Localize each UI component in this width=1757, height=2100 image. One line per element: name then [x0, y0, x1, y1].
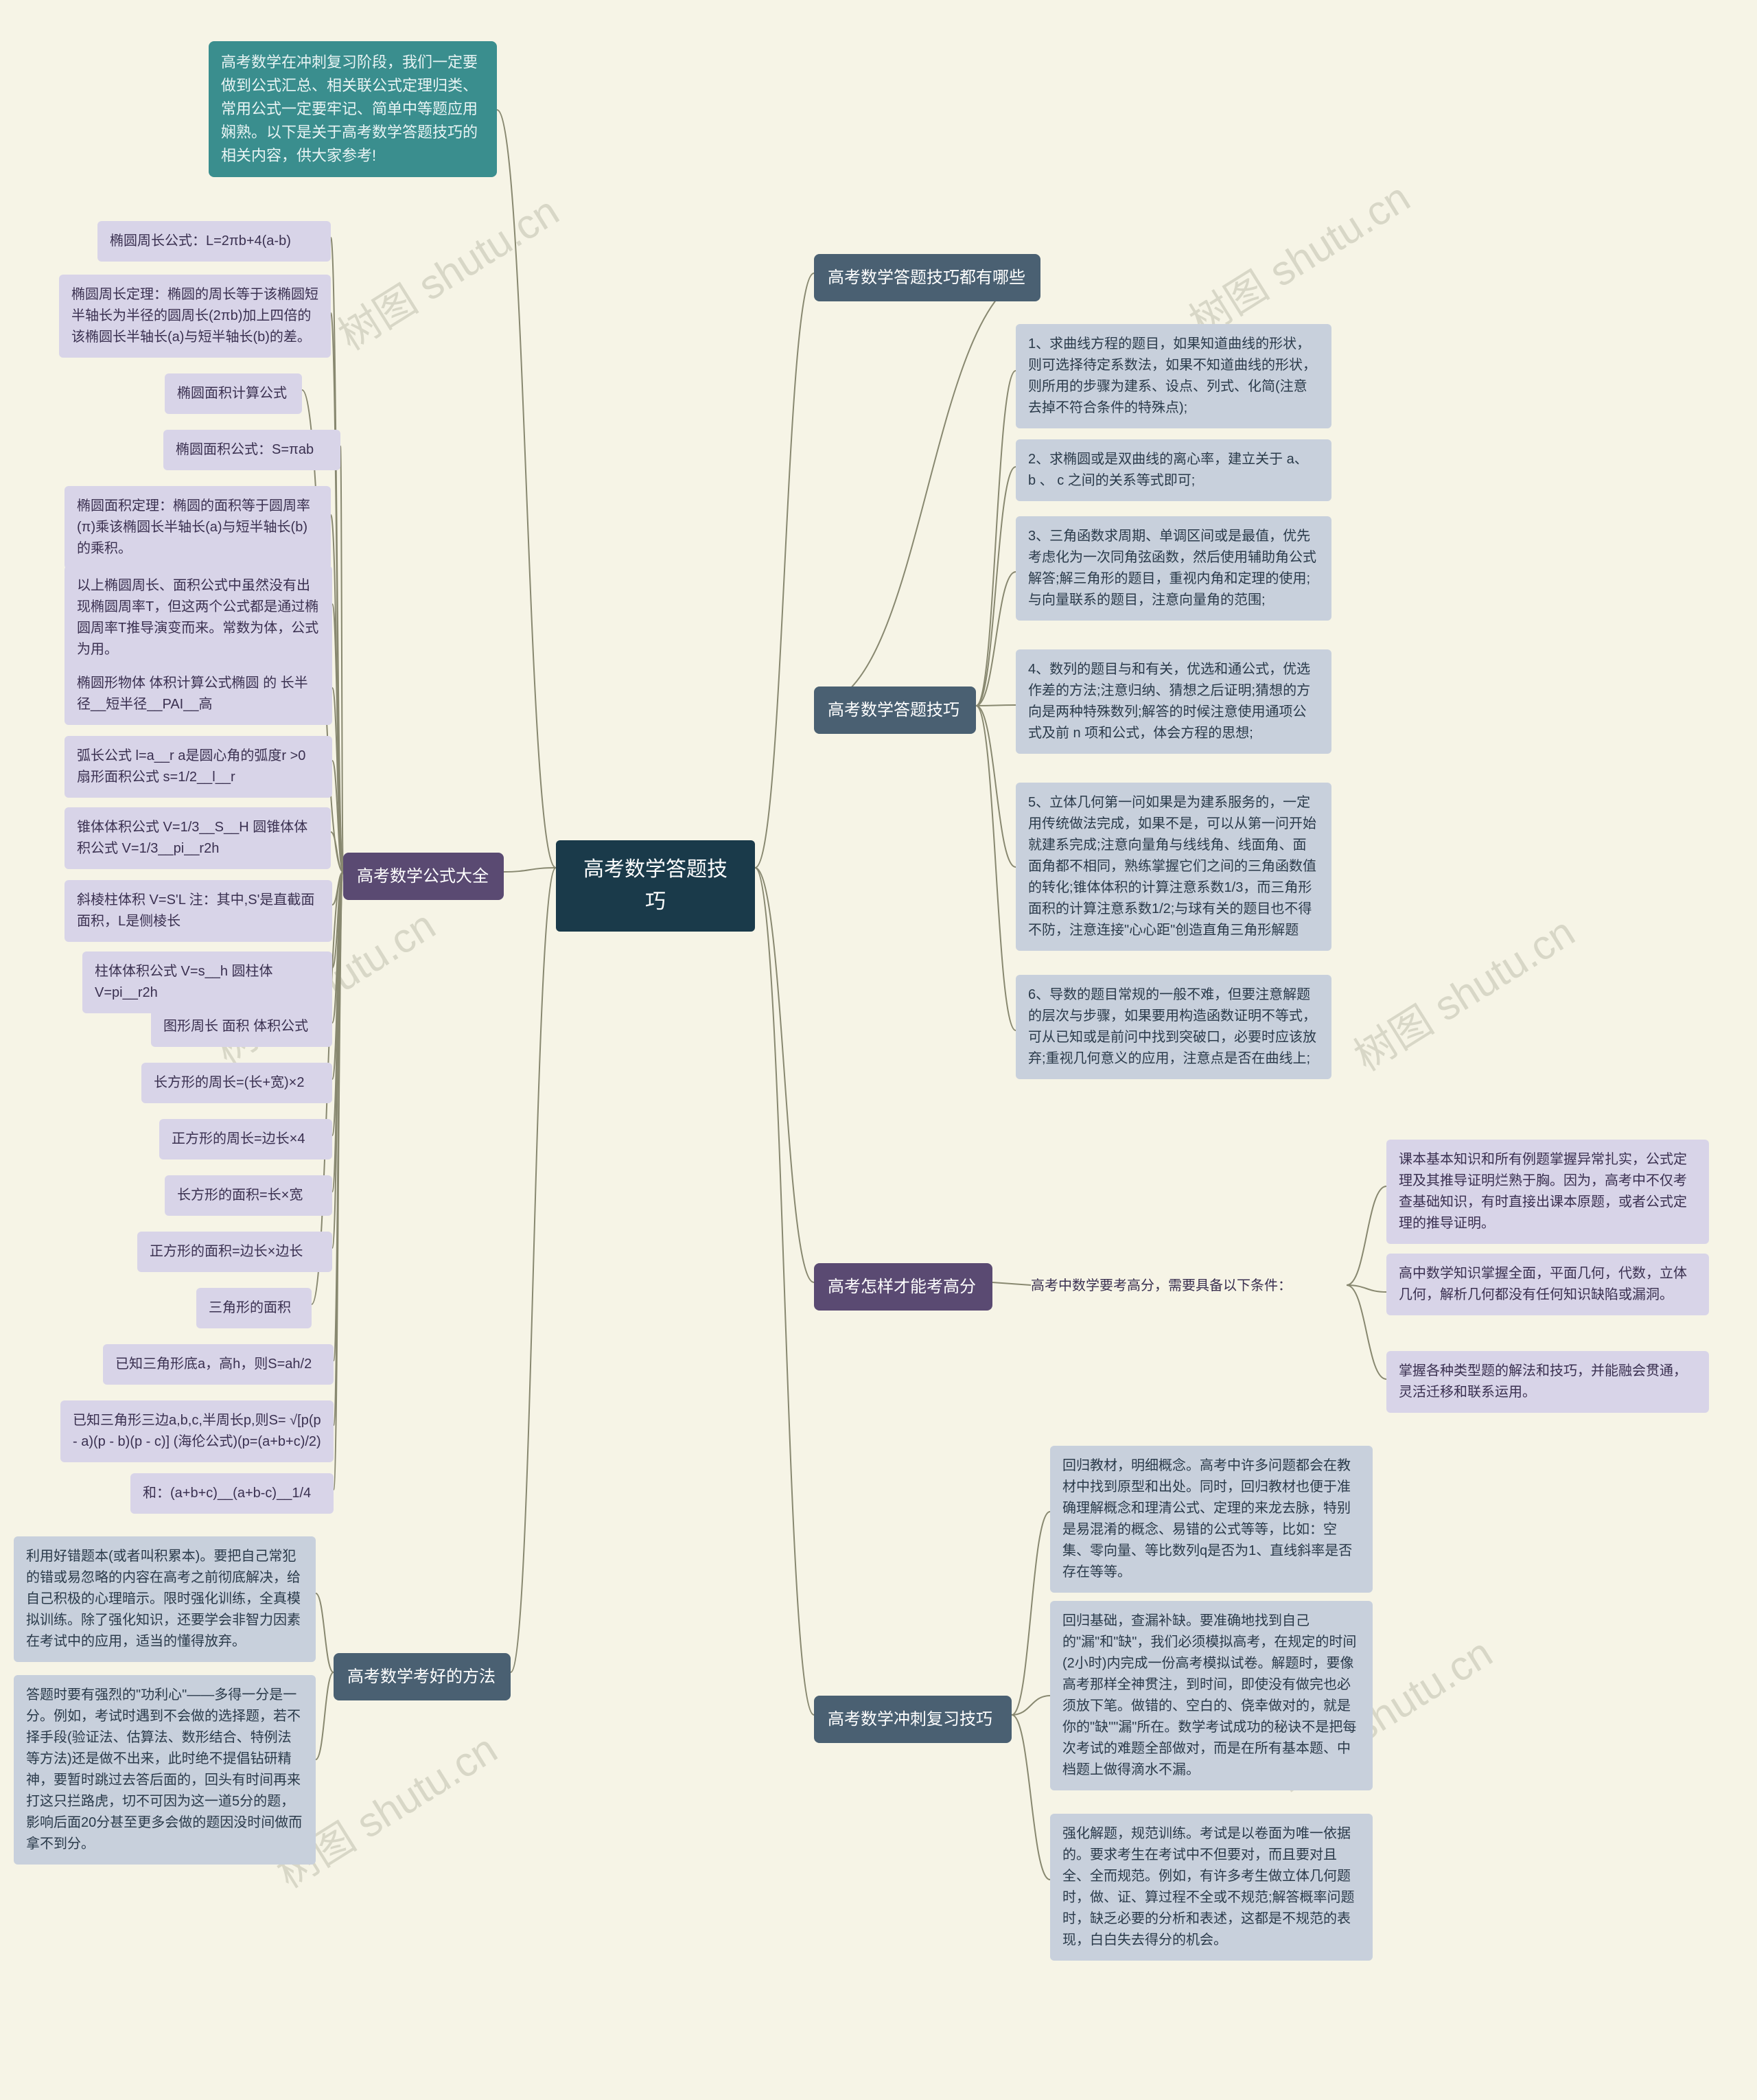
node-tips: 高考数学答题技巧都有哪些	[814, 254, 1040, 301]
node-leaf: 锥体体积公式 V=1/3__S__H 圆锥体体积公式 V=1/3__pi__r2…	[65, 807, 331, 869]
node-leaf: 斜棱柱体积 V=S'L 注：其中,S'是直截面面积，L是侧棱长	[65, 880, 332, 942]
node-tips-sub: 高考数学答题技巧	[814, 686, 976, 734]
node-highscore: 高考怎样才能考高分	[814, 1263, 992, 1311]
node-leaf: 已知三角形底a，高h，则S=ah/2	[103, 1344, 334, 1385]
node-formulas: 高考数学公式大全	[343, 853, 504, 900]
node-leaf: 已知三角形三边a,b,c,半周长p,则S= √[p(p - a)(p - b)(…	[60, 1400, 334, 1462]
node-leaf: 1、求曲线方程的题目，如果知道曲线的形状，则可选择待定系数法，如果不知道曲线的形…	[1016, 324, 1331, 428]
node-leaf: 3、三角函数求周期、单调区间或是最值，优先考虑化为一次同角弦函数，然后使用辅助角…	[1016, 516, 1331, 621]
node-leaf: 课本基本知识和所有例题掌握异常扎实，公式定理及其推导证明烂熟于胸。因为，高考中不…	[1386, 1140, 1709, 1244]
node-leaf: 正方形的周长=边长×4	[159, 1119, 332, 1159]
node-leaf: 三角形的面积	[196, 1288, 312, 1328]
node-leaf: 图形周长 面积 体积公式	[151, 1006, 332, 1047]
node-leaf: 椭圆周长定理：椭圆的周长等于该椭圆短半轴长为半径的圆周长(2πb)加上四倍的该椭…	[59, 275, 331, 358]
node-leaf: 强化解题，规范训练。考试是以卷面为唯一依据的。要求考生在考试中不但要对，而且要对…	[1050, 1814, 1373, 1961]
node-leaf: 答题时要有强烈的"功利心"——多得一分是一分。例如，考试时遇到不会做的选择题，若…	[14, 1675, 316, 1865]
node-leaf: 掌握各种类型题的解法和技巧，并能融会贯通，灵活迁移和联系运用。	[1386, 1351, 1709, 1413]
node-leaf: 5、立体几何第一问如果是为建系服务的，一定用传统做法完成，如果不是，可以从第一问…	[1016, 783, 1331, 951]
node-methods: 高考数学考好的方法	[334, 1653, 511, 1700]
node-leaf: 椭圆面积定理：椭圆的面积等于圆周率(π)乘该椭圆长半轴长(a)与短半轴长(b)的…	[65, 486, 331, 569]
node-leaf: 高中数学知识掌握全面，平面几何，代数，立体几何，解析几何都没有任何知识缺陷或漏洞…	[1386, 1254, 1709, 1315]
node-leaf: 长方形的周长=(长+宽)×2	[141, 1063, 332, 1103]
node-leaf: 椭圆面积公式：S=πab	[163, 430, 340, 470]
node-leaf: 2、求椭圆或是双曲线的离心率，建立关于 a、 b 、 c 之间的关系等式即可;	[1016, 439, 1331, 501]
node-leaf: 长方形的面积=长×宽	[165, 1175, 332, 1216]
node-leaf: 椭圆周长公式：L=2πb+4(a-b)	[97, 221, 331, 262]
node-leaf: 回归基础，查漏补缺。要准确地找到自己的"漏"和"缺"，我们必须模拟高考，在规定的…	[1050, 1601, 1373, 1790]
node-intro: 高考数学在冲刺复习阶段，我们一定要做到公式汇总、相关联公式定理归类、常用公式一定…	[209, 41, 497, 177]
node-leaf: 回归教材，明细概念。高考中许多问题都会在教材中找到原型和出处。同时，回归教材也便…	[1050, 1446, 1373, 1593]
node-leaf: 6、导数的题目常规的一般不难，但要注意解题的层次与步骤，如果要用构造函数证明不等…	[1016, 975, 1331, 1079]
watermark: 树图 shutu.cn	[1341, 900, 1584, 1083]
watermark: 树图 shutu.cn	[325, 179, 568, 362]
node-hs-sub: 高考中数学要考高分，需要具备以下条件：	[1031, 1271, 1347, 1301]
node-leaf: 椭圆形物体 体积计算公式椭圆 的 长半径__短半径__PAI__高	[65, 663, 332, 725]
node-review: 高考数学冲刺复习技巧	[814, 1696, 1012, 1743]
node-leaf: 以上椭圆周长、面积公式中虽然没有出现椭圆周率T，但这两个公式都是通过椭圆周率T推…	[65, 566, 332, 670]
node-leaf: 和：(a+b+c)__(a+b-c)__1/4	[130, 1473, 334, 1514]
node-leaf: 正方形的面积=边长×边长	[137, 1232, 332, 1272]
node-leaf: 4、数列的题目与和有关，优选和通公式，优选作差的方法;注意归纳、猜想之后证明;猜…	[1016, 649, 1331, 754]
node-root: 高考数学答题技巧	[556, 840, 755, 932]
node-leaf: 弧长公式 l=a__r a是圆心角的弧度r >0 扇形面积公式 s=1/2__l…	[65, 736, 332, 798]
node-leaf: 利用好错题本(或者叫积累本)。要把自己常犯的错或易忽略的内容在高考之前彻底解决，…	[14, 1536, 316, 1662]
node-leaf: 柱体体积公式 V=s__h 圆柱体 V=pi__r2h	[82, 951, 332, 1013]
node-leaf: 椭圆面积计算公式	[165, 373, 302, 414]
watermark: 树图 shutu.cn	[1176, 165, 1419, 348]
